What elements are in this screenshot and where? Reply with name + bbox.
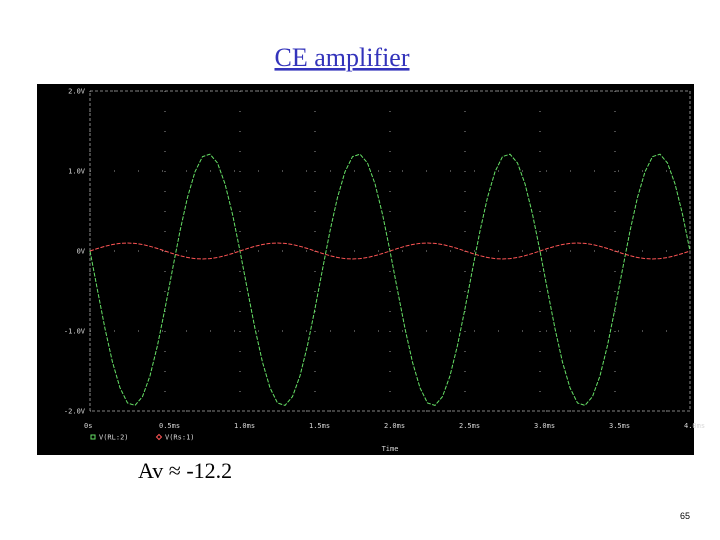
- y-tick-label: -1.0V: [64, 328, 86, 336]
- legend-marker: [155, 433, 163, 441]
- y-tick-label: 0V: [77, 248, 86, 256]
- x-tick-label: 1.5ms: [309, 422, 330, 430]
- plot-background: [37, 84, 694, 455]
- y-tick-label: -2.0V: [64, 408, 86, 416]
- series-line: [89, 242, 691, 260]
- x-axis-label: Time: [382, 445, 399, 453]
- legend-marker: [90, 434, 96, 440]
- x-tick-label: 1.0ms: [234, 422, 255, 430]
- x-tick-label: 3.0ms: [534, 422, 555, 430]
- x-tick-label: 2.0ms: [384, 422, 405, 430]
- legend-label: V(RL:2): [99, 434, 129, 442]
- legend-label: V(Rs:1): [165, 434, 195, 442]
- x-tick-label: 2.5ms: [459, 422, 480, 430]
- x-tick-label: 3.5ms: [609, 422, 630, 430]
- page-number: 65: [680, 511, 690, 521]
- x-tick-label: 4.0ms: [684, 422, 705, 430]
- x-tick-label: 0s: [84, 422, 92, 430]
- slide-title: CE amplifier: [274, 43, 409, 72]
- x-tick-label: 0.5ms: [159, 422, 180, 430]
- y-tick-label: 1.0V: [68, 168, 86, 176]
- y-tick-label: 2.0V: [68, 88, 86, 96]
- annotation: Av ≈ -12.2: [138, 458, 232, 483]
